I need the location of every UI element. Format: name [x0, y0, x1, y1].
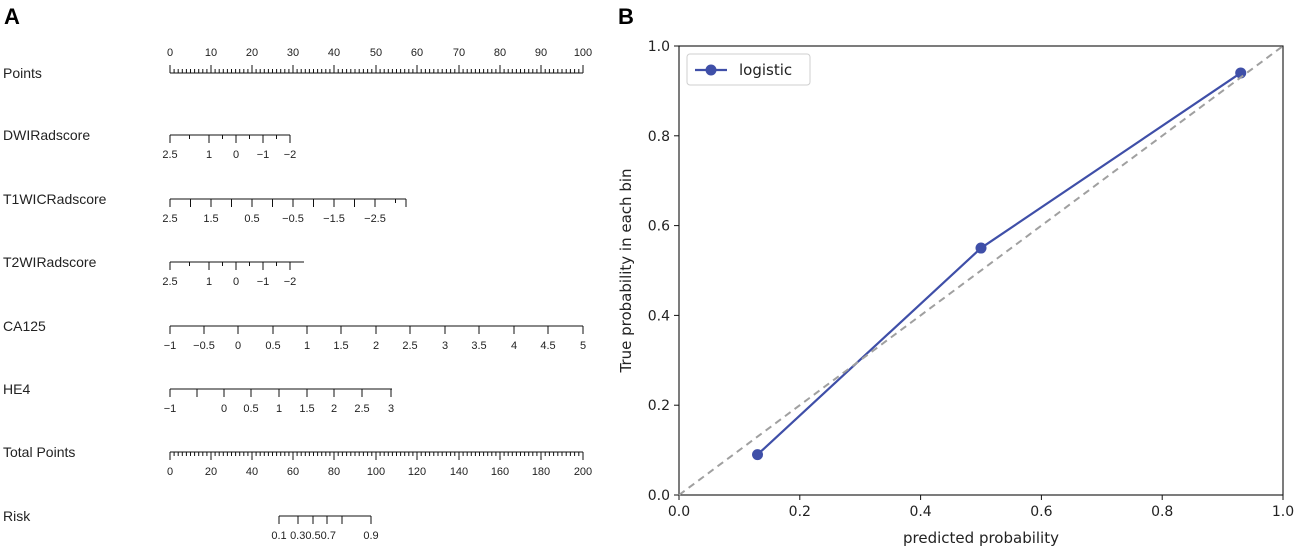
- y-tick-label: 0.4: [648, 308, 670, 324]
- nomogram-tick-label: 80: [328, 466, 340, 478]
- y-tick-label: 0.0: [648, 488, 670, 504]
- legend-box: [686, 53, 811, 86]
- nomogram-tick-label: 2.5: [162, 213, 177, 225]
- nomogram-tick-label: 1: [304, 340, 310, 352]
- nomogram-tick-label: 2.5: [354, 403, 369, 415]
- nomogram-tick-label: 30: [287, 47, 299, 59]
- nomogram-tick-label: −1: [257, 276, 270, 288]
- x-tick-label: 0.6: [1030, 504, 1052, 520]
- nomogram-tick-label: 0: [233, 276, 239, 288]
- data-point: [752, 449, 764, 461]
- nomogram-variable-label: T2WIRadscore: [3, 254, 97, 270]
- nomogram-tick-label: 0: [167, 47, 173, 59]
- calibration-plot-panel: 0.0 0.2 0.4 0.6 0.8 1.0 0.0 0.2 0.4 0.6 0.8 1.0 pred…: [617, 39, 1294, 547]
- nomogram-tick-label: 3: [388, 403, 394, 415]
- nomogram-tick-label: 10: [205, 47, 217, 59]
- panel-label-a: A: [4, 4, 20, 29]
- nomogram-tick-label: 60: [287, 466, 299, 478]
- nomogram-tick-label: −2.5: [364, 213, 386, 225]
- x-tick-label: 0.2: [789, 504, 811, 520]
- nomogram-tick-label: 1: [276, 403, 282, 415]
- nomogram-tick-label: 2.5: [402, 340, 417, 352]
- nomogram-tick-label: 80: [494, 47, 506, 59]
- y-tick-label: 0.2: [648, 398, 670, 414]
- nomogram-tick-label: 3: [442, 340, 448, 352]
- data-point: [1235, 67, 1247, 79]
- nomogram-tick-label: 1.5: [333, 340, 348, 352]
- x-tick-label: 0.4: [909, 504, 931, 520]
- y-tick-label: 0.8: [648, 129, 670, 145]
- nomogram-variable-label: DWIRadscore: [3, 127, 90, 143]
- x-tick-label: 1.0: [1272, 504, 1294, 520]
- x-axis-label: predicted probability: [903, 529, 1059, 547]
- nomogram-tick-label: −1: [164, 340, 177, 352]
- nomogram-tick-label: 90: [535, 47, 547, 59]
- nomogram-variable-label: Total Points: [3, 444, 75, 460]
- nomogram-tick-label: 0: [167, 466, 173, 478]
- nomogram-tick-label: −2: [284, 149, 297, 161]
- nomogram-tick-label: 20: [205, 466, 217, 478]
- nomogram-tick-label: 60: [411, 47, 423, 59]
- series-line-logistic: [756, 72, 1242, 456]
- nomogram-variable-label: T1WICRadscore: [3, 191, 107, 207]
- nomogram-tick-label: 180: [532, 466, 550, 478]
- nomogram-variable-label: CA125: [3, 318, 46, 334]
- nomogram-variable-label: HE4: [3, 381, 30, 397]
- nomogram-tick-label: 120: [408, 466, 426, 478]
- nomogram-tick-label: 0.5: [243, 403, 258, 415]
- legend: logistic: [686, 53, 811, 86]
- nomogram-tick-label: 0.30.50.7: [290, 530, 336, 542]
- nomogram-tick-label: 70: [453, 47, 465, 59]
- x-tick-label: 0.0: [668, 504, 690, 520]
- nomogram-tick-label: −1.5: [323, 213, 345, 225]
- nomogram-tick-label: 0: [221, 403, 227, 415]
- nomogram-tick-label: 1.5: [299, 403, 314, 415]
- nomogram-tick-label: 0.5: [265, 340, 280, 352]
- nomogram-tick-label: 1: [206, 149, 212, 161]
- nomogram-variable-label: Points: [3, 65, 42, 81]
- x-tick-label: 0.8: [1151, 504, 1173, 520]
- nomogram-tick-label: 40: [328, 47, 340, 59]
- nomogram-tick-label: −1: [164, 403, 177, 415]
- nomogram-tick-label: 3.5: [471, 340, 486, 352]
- nomogram-tick-label: 0: [235, 340, 241, 352]
- nomogram-tick-label: 0: [233, 149, 239, 161]
- y-tick-label: 1.0: [648, 39, 670, 55]
- nomogram-tick-label: −1: [257, 149, 270, 161]
- nomogram-tick-label: −0.5: [193, 340, 215, 352]
- nomogram-tick-label: 5: [580, 340, 586, 352]
- nomogram-tick-label: 100: [574, 47, 592, 59]
- nomogram-tick-label: 0.5: [244, 213, 259, 225]
- nomogram-tick-label: 4.5: [540, 340, 555, 352]
- data-point: [975, 242, 987, 254]
- nomogram-tick-label: 200: [574, 466, 592, 478]
- nomogram-variable-label: Risk: [3, 508, 31, 524]
- panel-label-b: B: [618, 4, 634, 29]
- nomogram-tick-label: 4: [511, 340, 517, 352]
- nomogram-tick-label: −0.5: [282, 213, 304, 225]
- nomogram-tick-label: 20: [246, 47, 258, 59]
- nomogram-tick-label: 2: [331, 403, 337, 415]
- y-tick-label: 0.6: [648, 219, 670, 235]
- legend-marker: [705, 64, 717, 76]
- nomogram-tick-label: 100: [367, 466, 385, 478]
- nomogram-tick-label: 140: [450, 466, 468, 478]
- nomogram-tick-label: 160: [491, 466, 509, 478]
- nomogram-tick-label: 1: [206, 276, 212, 288]
- legend-entry-label: logistic: [739, 61, 792, 79]
- nomogram-tick-label: 0.1: [271, 530, 286, 542]
- nomogram-tick-label: 0.9: [363, 530, 378, 542]
- plot-frame: [678, 45, 1284, 496]
- nomogram-tick-label: 50: [370, 47, 382, 59]
- nomogram-tick-label: 2: [373, 340, 379, 352]
- nomogram-tick-label: 1.5: [203, 213, 218, 225]
- nomogram-tick-label: 40: [246, 466, 258, 478]
- nomogram-tick-label: −2: [284, 276, 297, 288]
- y-axis-label: True probability in each bin: [617, 168, 635, 373]
- nomogram-tick-label: 2.5: [162, 276, 177, 288]
- reference-diagonal-line: [678, 45, 1284, 496]
- nomogram-tick-label: 2.5: [162, 149, 177, 161]
